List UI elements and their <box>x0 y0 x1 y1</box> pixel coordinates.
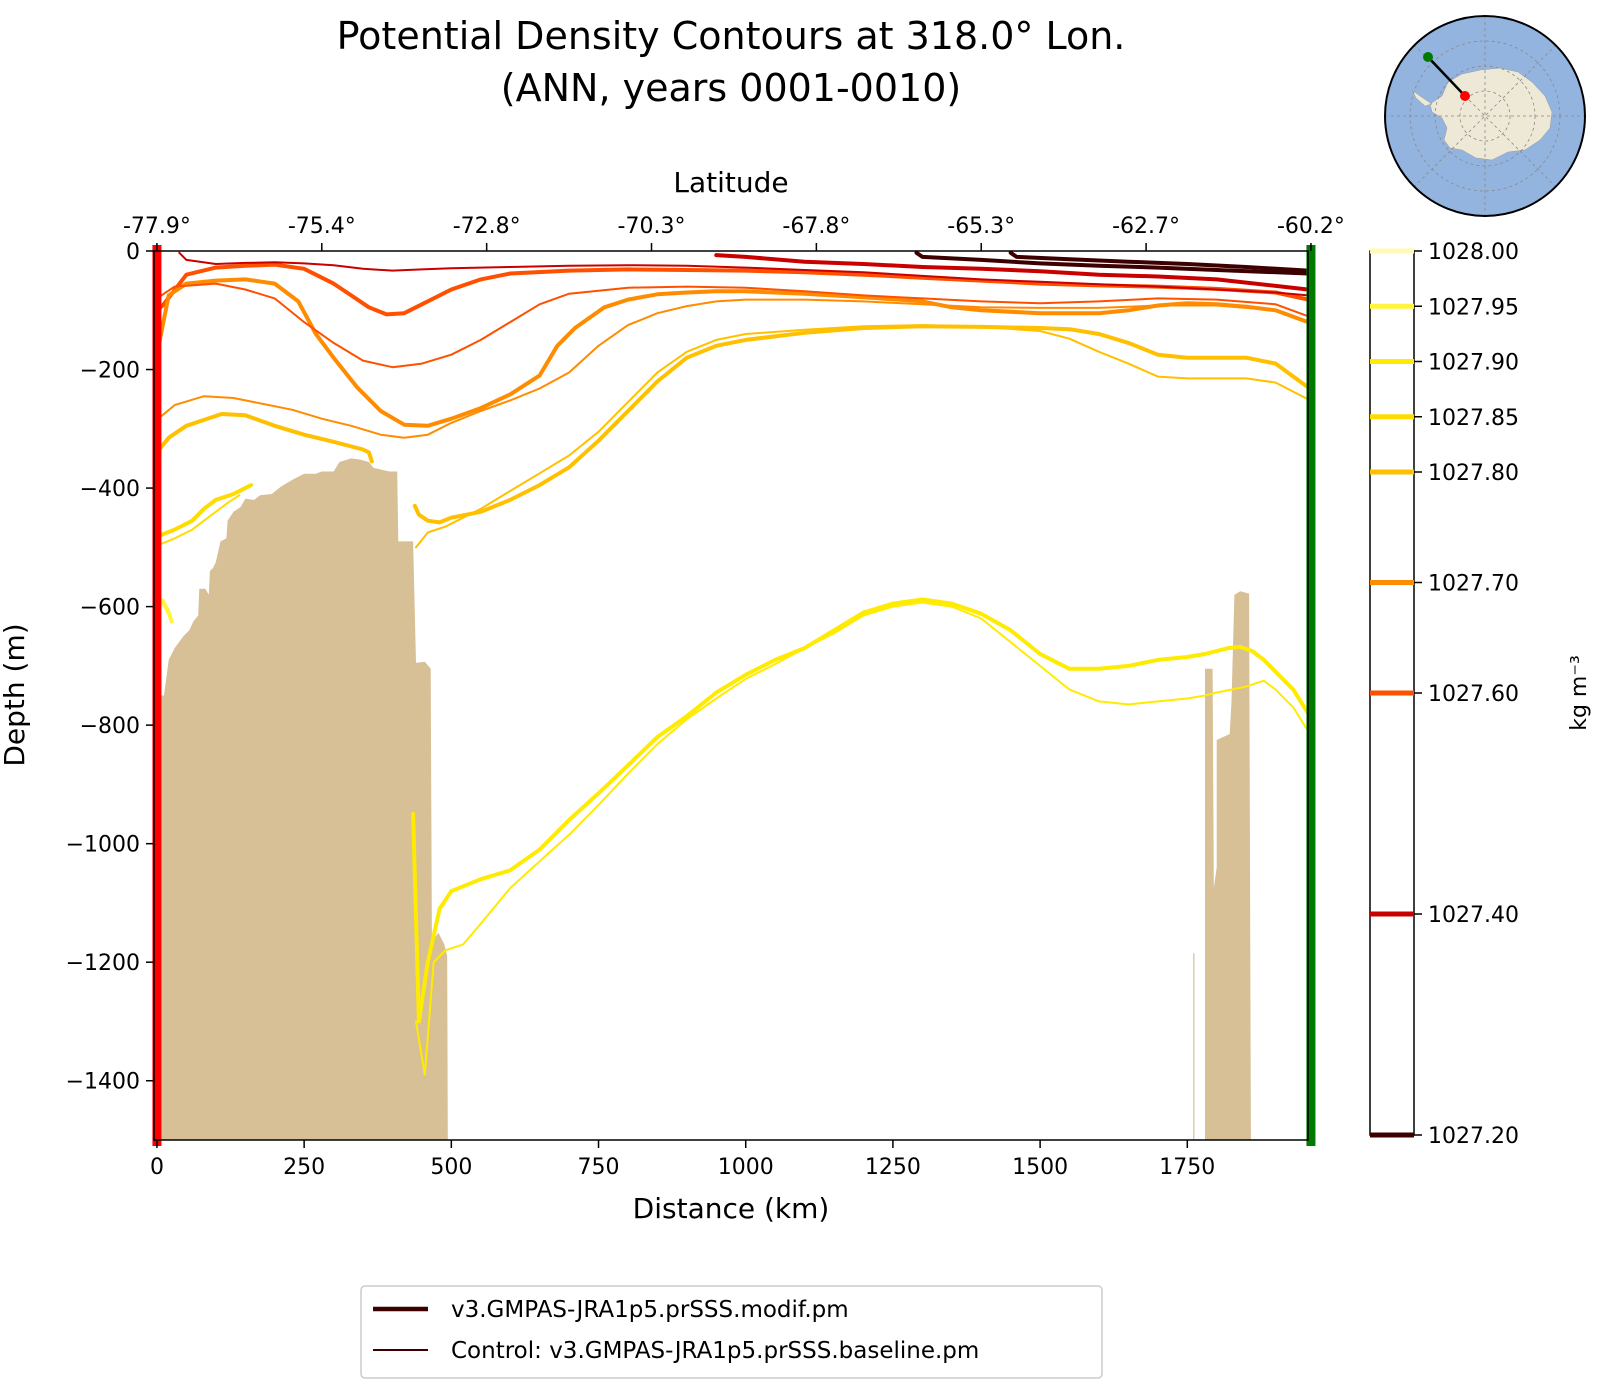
modif-contour-1027_4-2 <box>714 253 1308 292</box>
map-section-line <box>1427 56 1466 97</box>
chart-title: Potential Density Contours at 318.0° Lon… <box>337 14 1126 58</box>
map-section-start-dot <box>1460 91 1470 101</box>
colorbar: 1027.20 1027.40 1027.60 1027.70 1027.80 1027.… <box>1369 240 1592 1149</box>
x-tick-label-750: 750 <box>578 1155 620 1180</box>
y-tick-label-1: −200 <box>80 359 140 384</box>
colorbar-tick-label-6: 1027.90 <box>1428 351 1519 376</box>
x-axis: 0 250 500 750 1000 1250 1500 1750 <box>150 1140 1215 1180</box>
x-tick-label-250: 250 <box>283 1155 325 1180</box>
modif-contour-1027_2-1 <box>1008 251 1308 273</box>
modif-contour-1027_2-0 <box>914 251 1308 276</box>
legend: v3.GMPAS-JRA1p5.prSSS.modif.pm Control: … <box>360 1285 1103 1379</box>
lat-tick-label-3: -70.3° <box>618 214 686 239</box>
x-tick-label-500: 500 <box>430 1155 472 1180</box>
x-tick-label-1000: 1000 <box>718 1155 774 1180</box>
modif-contour-1027_9-8 <box>411 597 1308 1024</box>
bathymetry-polygon-1 <box>1193 953 1195 1140</box>
latitude-axis-label: Latitude <box>673 166 788 199</box>
contour-layer <box>154 251 1308 1076</box>
y-axis-label: Depth (m) <box>0 623 31 766</box>
chart-subtitle: (ANN, years 0001-0010) <box>501 66 961 110</box>
y-tick-label-3: −600 <box>80 596 140 621</box>
map-border <box>1384 15 1586 217</box>
y-tick-label-0: 0 <box>126 240 140 265</box>
antarctica-landmass <box>1411 67 1553 161</box>
colorbar-tick-label-5: 1027.85 <box>1428 406 1519 431</box>
legend-label-baseline: Control: v3.GMPAS-JRA1p5.prSSS.baseline.… <box>451 1338 979 1364</box>
lat-tick-label-6: -62.7° <box>1112 214 1180 239</box>
modif-contour-1027_6-3 <box>154 262 1308 317</box>
colorbar-label: kg m⁻³ <box>1567 655 1592 731</box>
y-tick-label-4: −800 <box>80 714 140 739</box>
x-tick-label-1750: 1750 <box>1159 1155 1215 1180</box>
y-tick-label-7: −1400 <box>66 1070 140 1095</box>
modif-contour-1027_7-4 <box>154 277 1308 428</box>
colorbar-tick-label-1: 1027.40 <box>1428 903 1519 928</box>
colorbar-tick-label-3: 1027.70 <box>1428 572 1519 597</box>
legend-label-modif: v3.GMPAS-JRA1p5.prSSS.modif.pm <box>451 1297 849 1323</box>
lat-tick-label-0: -77.9° <box>123 214 191 239</box>
lat-tick-label-7: -60.2° <box>1277 214 1345 239</box>
x-tick-label-1500: 1500 <box>1012 1155 1068 1180</box>
modif-contour-1027_95-9 <box>160 598 174 624</box>
plot-frame <box>153 250 1309 1141</box>
x-tick-label-0: 0 <box>150 1155 164 1180</box>
inset-polar-map <box>1384 15 1586 217</box>
colorbar-tick-label-8: 1028.00 <box>1428 240 1519 265</box>
lat-tick-label-4: -67.8° <box>782 214 850 239</box>
latitude-axis: -77.9° -75.4° -72.8° -70.3° -67.8° -65.3° -62.… <box>123 214 1345 251</box>
y-tick-label-5: −1000 <box>66 833 140 858</box>
y-tick-label-2: −400 <box>80 477 140 502</box>
bathymetry-polygon-0 <box>159 458 448 1140</box>
section-endpoint-markers <box>152 245 1316 1146</box>
y-tick-label-6: −1200 <box>66 951 140 976</box>
colorbar-tick-label-4: 1027.80 <box>1428 461 1519 486</box>
baseline-contour-1027_85-4 <box>158 494 241 546</box>
bathymetry-layer <box>159 458 1251 1140</box>
colorbar-ticks: 1027.20 1027.40 1027.60 1027.70 1027.80 1027.… <box>1370 240 1519 1149</box>
colorbar-tick-label-2: 1027.60 <box>1428 682 1519 707</box>
modif-contour-1027_85-7 <box>157 483 254 538</box>
bathymetry-polygon-2 <box>1205 591 1251 1140</box>
x-axis-label: Distance (km) <box>633 1192 830 1225</box>
lat-tick-label-1: -75.4° <box>288 214 356 239</box>
colorbar-tick-label-0: 1027.20 <box>1428 1124 1519 1149</box>
baseline-contour-1027_7-2 <box>155 298 1308 439</box>
baseline-contour-1027_9-5 <box>415 601 1308 1076</box>
modif-contour-1027_8-5 <box>154 412 374 464</box>
y-axis: 0 −200 −400 −600 −800 −1000 −1200 −1400 <box>66 240 154 1095</box>
baseline-contour-1027_8-3 <box>415 324 1308 549</box>
baseline-contour-1027_6-1 <box>155 282 1308 369</box>
colorbar-tick-label-7: 1027.95 <box>1428 295 1519 320</box>
baseline-contour-1027_4-0 <box>178 251 1308 297</box>
legend-box <box>360 1285 1103 1379</box>
x-tick-label-1250: 1250 <box>865 1155 921 1180</box>
lat-tick-label-2: -72.8° <box>453 214 521 239</box>
map-section-end-dot <box>1423 52 1433 62</box>
lat-tick-label-5: -65.3° <box>947 214 1015 239</box>
